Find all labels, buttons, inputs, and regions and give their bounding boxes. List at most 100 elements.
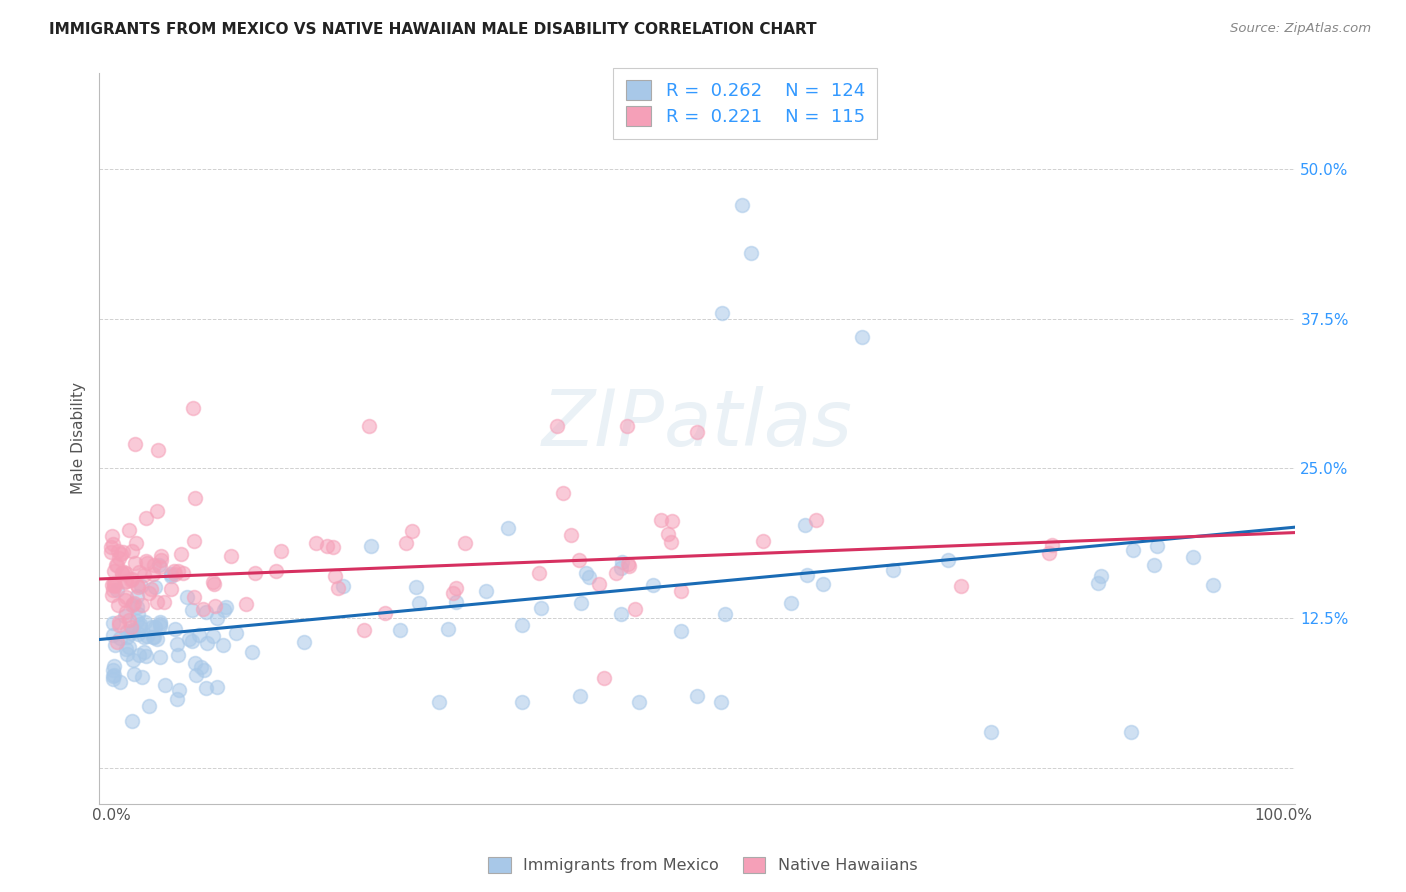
- Point: [121, 598, 143, 612]
- Point: [122, 667, 145, 681]
- Point: [149, 559, 172, 574]
- Point: [395, 536, 418, 550]
- Point: [103, 564, 125, 578]
- Point: [105, 558, 128, 572]
- Point: [115, 630, 138, 644]
- Point: [145, 595, 167, 609]
- Point: [215, 599, 238, 614]
- Point: [118, 523, 141, 537]
- Point: [121, 572, 143, 586]
- Point: [950, 579, 973, 593]
- Point: [560, 528, 582, 542]
- Point: [405, 580, 427, 594]
- Point: [270, 544, 292, 558]
- Point: [1087, 576, 1109, 591]
- Point: [194, 606, 217, 620]
- Point: [195, 636, 218, 650]
- Point: [207, 611, 229, 625]
- Point: [610, 561, 633, 575]
- Point: [139, 582, 162, 596]
- Point: [115, 574, 138, 589]
- Point: [115, 591, 138, 605]
- Point: [125, 599, 148, 614]
- Point: [851, 329, 873, 343]
- Point: [569, 689, 592, 703]
- Point: [125, 535, 148, 549]
- Point: [1202, 577, 1225, 591]
- Point: [160, 582, 183, 596]
- Point: [142, 630, 165, 644]
- Point: [569, 596, 592, 610]
- Point: [115, 647, 138, 661]
- Point: [101, 577, 124, 591]
- Point: [1040, 537, 1063, 551]
- Point: [124, 556, 146, 570]
- Point: [172, 566, 194, 580]
- Point: [166, 564, 188, 578]
- Point: [114, 566, 136, 581]
- Point: [510, 618, 533, 632]
- Point: [149, 553, 172, 567]
- Point: [129, 579, 152, 593]
- Point: [326, 582, 349, 596]
- Point: [101, 588, 124, 602]
- Point: [100, 529, 122, 543]
- Point: [322, 540, 344, 554]
- Point: [530, 600, 553, 615]
- Point: [568, 553, 591, 567]
- Point: [1038, 546, 1060, 560]
- Point: [212, 603, 235, 617]
- Point: [132, 567, 155, 582]
- Point: [143, 580, 166, 594]
- Point: [159, 566, 181, 581]
- Point: [212, 638, 235, 652]
- Point: [804, 512, 827, 526]
- Point: [149, 619, 172, 633]
- Point: [141, 620, 163, 634]
- Point: [1090, 569, 1112, 583]
- Point: [143, 620, 166, 634]
- Point: [176, 591, 198, 605]
- Point: [1146, 540, 1168, 554]
- Point: [1182, 549, 1205, 564]
- Point: [183, 534, 205, 549]
- Y-axis label: Male Disability: Male Disability: [72, 383, 86, 494]
- Point: [108, 674, 131, 689]
- Point: [167, 683, 190, 698]
- Point: [107, 618, 129, 632]
- Point: [163, 564, 186, 578]
- Point: [623, 601, 645, 615]
- Point: [101, 615, 124, 630]
- Point: [148, 558, 170, 572]
- Point: [605, 566, 627, 581]
- Point: [305, 536, 328, 550]
- Point: [135, 511, 157, 525]
- Point: [1121, 724, 1143, 739]
- Point: [103, 536, 125, 550]
- Point: [100, 545, 122, 559]
- Point: [105, 635, 128, 649]
- Point: [124, 437, 146, 451]
- Point: [264, 564, 287, 578]
- Point: [108, 615, 131, 629]
- Legend: Immigrants from Mexico, Native Hawaiians: Immigrants from Mexico, Native Hawaiians: [482, 850, 924, 880]
- Point: [193, 663, 215, 677]
- Point: [616, 557, 638, 571]
- Point: [108, 550, 131, 565]
- Point: [149, 650, 172, 665]
- Point: [149, 616, 172, 631]
- Point: [114, 592, 136, 607]
- Point: [714, 607, 737, 621]
- Point: [740, 245, 762, 260]
- Point: [444, 595, 467, 609]
- Point: [115, 624, 138, 639]
- Point: [190, 659, 212, 673]
- Point: [374, 606, 396, 620]
- Point: [686, 425, 709, 440]
- Point: [202, 576, 225, 591]
- Point: [184, 667, 207, 681]
- Point: [811, 577, 834, 591]
- Point: [105, 582, 128, 597]
- Point: [145, 632, 167, 647]
- Text: IMMIGRANTS FROM MEXICO VS NATIVE HAWAIIAN MALE DISABILITY CORRELATION CHART: IMMIGRANTS FROM MEXICO VS NATIVE HAWAIIA…: [49, 22, 817, 37]
